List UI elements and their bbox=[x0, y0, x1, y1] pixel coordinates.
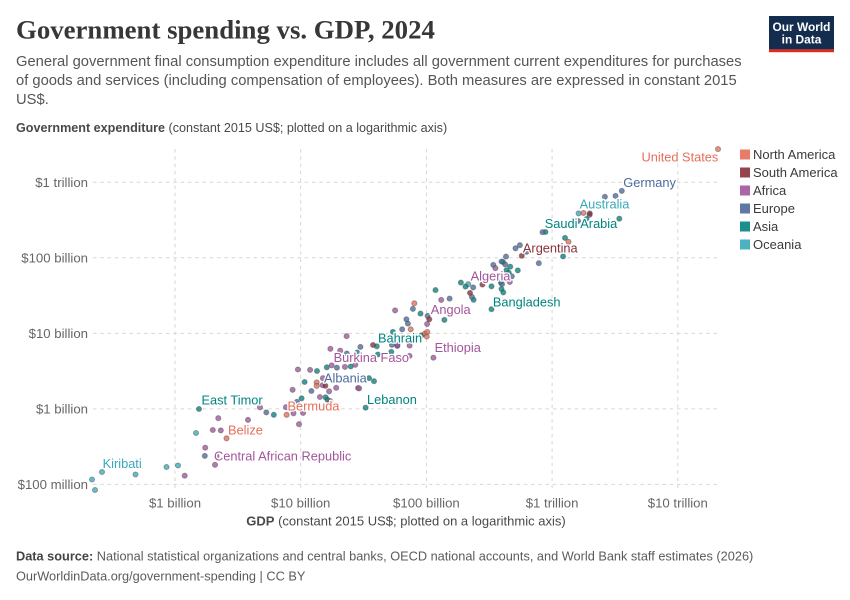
svg-text:Bangladesh: Bangladesh bbox=[493, 294, 561, 309]
svg-text:Belize: Belize bbox=[228, 422, 263, 437]
svg-text:Germany: Germany bbox=[623, 175, 676, 190]
svg-text:Bahrain: Bahrain bbox=[378, 330, 422, 345]
svg-text:South America: South America bbox=[753, 165, 838, 180]
svg-text:US$.: US$. bbox=[16, 92, 49, 108]
svg-text:Angola: Angola bbox=[431, 302, 472, 317]
svg-text:Ethiopia: Ethiopia bbox=[435, 340, 482, 355]
svg-text:Government spending vs. GDP, 2: Government spending vs. GDP, 2024 bbox=[16, 15, 435, 45]
svg-text:Central African Republic: Central African Republic bbox=[214, 449, 352, 464]
svg-text:Kiribati: Kiribati bbox=[103, 456, 142, 471]
svg-text:Africa: Africa bbox=[753, 183, 787, 198]
svg-text:Bermuda: Bermuda bbox=[288, 399, 341, 414]
svg-text:$1 billion: $1 billion bbox=[149, 496, 201, 511]
svg-text:in Data: in Data bbox=[782, 33, 822, 47]
svg-text:General government final consu: General government final consumption exp… bbox=[16, 54, 742, 70]
svg-text:$10 billion: $10 billion bbox=[271, 496, 330, 511]
svg-text:Our World: Our World bbox=[773, 20, 831, 34]
svg-text:Burkina Faso: Burkina Faso bbox=[334, 350, 409, 365]
svg-text:Asia: Asia bbox=[753, 219, 779, 234]
svg-text:Saudi Arabia: Saudi Arabia bbox=[545, 216, 618, 231]
svg-text:$100 million: $100 million bbox=[18, 477, 88, 492]
svg-text:East Timor: East Timor bbox=[202, 392, 264, 407]
svg-text:$1 trillion: $1 trillion bbox=[526, 496, 579, 511]
svg-text:OurWorldinData.org/government-: OurWorldinData.org/government-spending |… bbox=[16, 569, 306, 584]
svg-text:United States: United States bbox=[642, 150, 719, 165]
svg-text:Lebanon: Lebanon bbox=[367, 392, 417, 407]
svg-text:North America: North America bbox=[753, 147, 836, 162]
svg-text:Australia: Australia bbox=[580, 196, 631, 211]
svg-text:$100 billion: $100 billion bbox=[393, 496, 460, 511]
svg-text:of goods and services (includi: of goods and services (including compens… bbox=[16, 73, 737, 89]
svg-text:Data source: National statisti: Data source: National statistical organi… bbox=[16, 549, 753, 564]
svg-text:Government expenditure (consta: Government expenditure (constant 2015 US… bbox=[16, 121, 447, 135]
svg-text:Oceania: Oceania bbox=[753, 237, 802, 252]
svg-text:$1 trillion: $1 trillion bbox=[35, 175, 88, 190]
svg-text:GDP (constant 2015 US$; plotte: GDP (constant 2015 US$; plotted on a log… bbox=[246, 514, 565, 529]
svg-text:$10 trillion: $10 trillion bbox=[648, 496, 708, 511]
svg-text:$1 billion: $1 billion bbox=[36, 401, 88, 416]
svg-text:Algeria: Algeria bbox=[471, 268, 512, 283]
svg-text:Albania: Albania bbox=[324, 371, 368, 386]
svg-text:$100 billion: $100 billion bbox=[21, 250, 88, 265]
svg-text:$10 billion: $10 billion bbox=[29, 326, 88, 341]
svg-text:Argentina: Argentina bbox=[523, 240, 579, 255]
svg-text:Europe: Europe bbox=[753, 201, 795, 216]
